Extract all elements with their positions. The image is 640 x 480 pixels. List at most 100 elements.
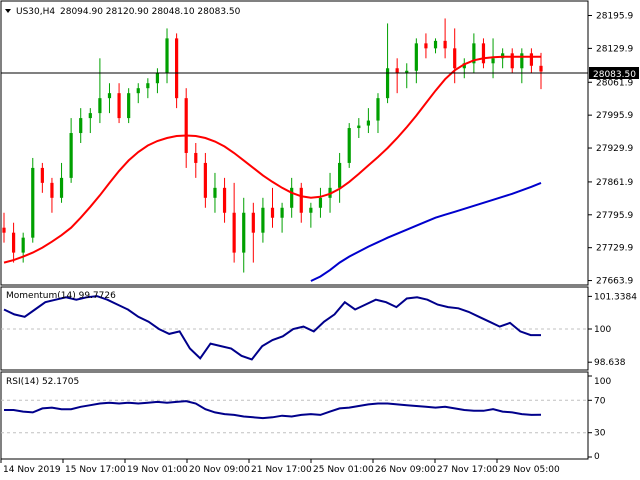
candle[interactable] — [539, 52, 543, 90]
candle-body — [280, 207, 284, 218]
candle[interactable] — [2, 212, 6, 243]
candle[interactable] — [31, 157, 35, 243]
price-tick-label: 27929.9 — [596, 144, 633, 154]
candle[interactable] — [79, 108, 83, 143]
momentum-tick-label: 100 — [594, 325, 611, 335]
candle[interactable] — [299, 182, 303, 223]
time-tick-label: 25 Nov 01:00 — [313, 465, 374, 475]
candle[interactable] — [146, 78, 150, 99]
candle[interactable] — [472, 33, 476, 74]
dropdown-arrow-icon[interactable] — [5, 9, 11, 13]
candle[interactable] — [318, 187, 323, 218]
candle[interactable] — [433, 38, 438, 54]
candle[interactable] — [290, 177, 294, 218]
price-tick-label: 27729.9 — [596, 244, 633, 254]
rsi-tick-label: 30 — [594, 429, 606, 439]
candle-body — [184, 98, 188, 153]
price-tick-label: 27663.9 — [596, 277, 633, 287]
candle[interactable] — [69, 118, 73, 183]
candle[interactable] — [443, 18, 447, 59]
candle[interactable] — [222, 177, 227, 223]
candle[interactable] — [117, 83, 121, 124]
candle[interactable] — [155, 68, 160, 94]
candle-body — [69, 133, 73, 178]
candle[interactable] — [50, 177, 54, 213]
rsi-tick-label: 0 — [594, 452, 600, 462]
candle[interactable] — [88, 108, 92, 134]
candle[interactable] — [405, 63, 409, 89]
candle[interactable] — [165, 28, 169, 84]
candle[interactable] — [59, 162, 64, 203]
time-tick-label: 29 Nov 05:00 — [499, 465, 560, 475]
candle[interactable] — [366, 108, 370, 134]
candle[interactable] — [395, 58, 399, 94]
candle[interactable] — [213, 172, 217, 213]
price-tick-label: 27795.9 — [596, 211, 633, 221]
candle[interactable] — [127, 88, 131, 124]
candle[interactable] — [232, 182, 236, 263]
candle[interactable] — [194, 143, 198, 178]
candle[interactable] — [453, 28, 457, 84]
momentum-axis: 101.3384 100 98.638 — [588, 292, 637, 368]
candle[interactable] — [347, 123, 351, 168]
price-panel — [0, 0, 589, 286]
candle[interactable] — [462, 58, 466, 79]
candle[interactable] — [261, 197, 265, 243]
time-tick-label: 27 Nov 17:00 — [437, 465, 498, 475]
candle[interactable] — [40, 162, 44, 193]
candle-body — [338, 162, 342, 188]
candle-body — [98, 98, 102, 114]
candle[interactable] — [338, 152, 342, 203]
candle[interactable] — [414, 38, 418, 84]
candle-body — [11, 232, 16, 253]
candle[interactable] — [529, 48, 534, 74]
candle[interactable] — [376, 93, 380, 134]
candle-body — [539, 65, 543, 72]
candle[interactable] — [309, 202, 313, 228]
momentum-tick-label: 98.638 — [594, 358, 626, 368]
candle[interactable] — [251, 202, 255, 263]
candle-body — [347, 128, 351, 163]
candle[interactable] — [357, 118, 361, 139]
candle-body — [424, 43, 428, 49]
momentum-line — [3, 295, 541, 361]
candle[interactable] — [280, 202, 284, 233]
candle[interactable] — [520, 48, 524, 84]
candle[interactable] — [385, 23, 390, 104]
candle[interactable] — [11, 222, 16, 263]
time-tick-label: 20 Nov 09:00 — [189, 465, 250, 475]
chart-header: US30,H4 28094.90 28120.90 28048.10 28083… — [5, 7, 241, 17]
time-tick-label: 19 Nov 01:00 — [127, 465, 188, 475]
momentum-title: Momentum(14) 99.7726 — [6, 291, 116, 301]
price-tick-label: 27861.9 — [596, 178, 633, 188]
candle-body — [510, 53, 514, 69]
candle-body — [290, 187, 294, 208]
candle-body — [529, 53, 534, 66]
candle[interactable] — [98, 58, 102, 124]
candle-body — [472, 43, 476, 64]
candle-body — [385, 68, 390, 99]
candle[interactable] — [184, 88, 188, 168]
candle[interactable] — [510, 48, 514, 74]
candle[interactable] — [136, 83, 140, 104]
candle-body — [261, 207, 265, 233]
current-price-label: 28083.50 — [593, 70, 636, 80]
candle-body — [146, 83, 150, 89]
ohlc-readout: 28094.90 28120.90 28048.10 28083.50 — [60, 7, 241, 17]
candles[interactable] — [2, 18, 543, 273]
candle-body — [309, 207, 313, 213]
candle[interactable] — [242, 197, 246, 273]
rsi-tick-label: 70 — [594, 396, 606, 406]
candle[interactable] — [107, 83, 112, 114]
candle[interactable] — [481, 38, 486, 69]
candle-body — [318, 197, 323, 208]
candle-body — [357, 125, 361, 129]
candle-body — [136, 88, 140, 94]
candle[interactable] — [175, 33, 179, 109]
candle[interactable] — [424, 33, 428, 59]
candle[interactable] — [203, 152, 207, 208]
candle-body — [31, 167, 35, 238]
candle[interactable] — [270, 187, 275, 228]
candle-body — [194, 152, 198, 163]
